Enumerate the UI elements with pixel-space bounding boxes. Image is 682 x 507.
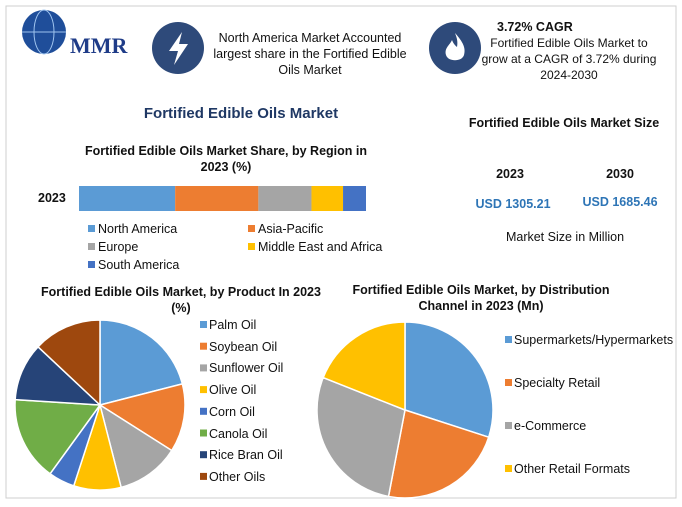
legend-swatch (200, 364, 207, 372)
size-title: Fortified Edible Oils Market Size (468, 116, 660, 130)
year: 2023 (496, 167, 524, 181)
legend-swatch (88, 261, 95, 268)
size-value: USD 1305.21 (475, 197, 551, 211)
legend-swatch (200, 451, 207, 459)
legend-swatch (200, 342, 207, 350)
legend-label: Corn Oil (209, 404, 255, 419)
pie-slice (316, 376, 406, 498)
pie-slice (99, 319, 184, 406)
legend-label: Olive Oil (209, 383, 257, 398)
size-value: USD 1685.46 (582, 195, 658, 209)
bar-segment (79, 186, 176, 211)
flame-icon (445, 33, 465, 61)
chart-title: Fortified Edible Oils Market Share, by R… (85, 144, 367, 174)
legend-swatch (88, 243, 95, 250)
bolt-icon (169, 32, 188, 65)
callout: Fortified Edible Oils Market to grow at … (481, 36, 657, 82)
legend-swatch (505, 465, 512, 472)
bar-segment (311, 186, 344, 211)
callout-title: 3.72% CAGR (497, 20, 573, 34)
legend-label: Supermarkets/Hypermarkets (514, 333, 674, 347)
legend-swatch (88, 225, 95, 232)
legend-label: Specialty Retail (514, 376, 601, 390)
legend-swatch (200, 386, 207, 394)
pie-slice (14, 398, 102, 475)
pie-slice (36, 319, 101, 407)
bar-segment (343, 186, 366, 211)
main-title: Fortified Edible Oils Market (143, 105, 339, 122)
pie-slice (404, 321, 494, 439)
legend-label: Europe (98, 240, 139, 254)
pie-slice (98, 403, 173, 489)
legend-swatch (505, 336, 512, 343)
legend-swatch (505, 379, 512, 386)
legend-swatch (505, 422, 512, 429)
callout: North America Market Accounted largest s… (213, 31, 407, 77)
logo-text: MMR (70, 33, 128, 58)
legend-label: Asia-Pacific (258, 222, 324, 236)
legend-label: e-Commerce (514, 419, 587, 433)
legend-label: Middle East and Africa (258, 240, 383, 254)
bar-segment (175, 186, 259, 211)
legend-label: Other Retail Formats (514, 462, 631, 476)
chart-title: Fortified Edible Oils Market, by Distrib… (352, 283, 610, 313)
legend-label: Palm Oil (209, 318, 257, 332)
legend-label: Other Oils (209, 469, 266, 484)
year: 2030 (606, 167, 634, 181)
border (5, 5, 677, 499)
legend-swatch (200, 321, 207, 328)
bar-segment (258, 186, 312, 211)
legend-swatch (248, 225, 255, 232)
legend-swatch (200, 429, 207, 437)
pie-slice (98, 382, 186, 452)
y-tick-label: 2023 (38, 191, 66, 205)
legend-label: Soybean Oil (209, 339, 278, 354)
legend-label: Sunflower Oil (209, 361, 284, 376)
legend-label: North America (98, 222, 178, 236)
legend-swatch (200, 407, 207, 415)
legend-label: Rice Bran Oil (209, 448, 283, 463)
legend-label: South America (98, 258, 180, 272)
chart-title: Fortified Edible Oils Market, by Product… (41, 285, 321, 315)
legend-swatch (200, 472, 207, 480)
legend-label: Canola Oil (209, 426, 268, 441)
pie-slice (387, 409, 490, 499)
legend-swatch (248, 243, 255, 250)
size-note: Market Size in Million (505, 230, 625, 244)
pie-slice (322, 321, 406, 412)
